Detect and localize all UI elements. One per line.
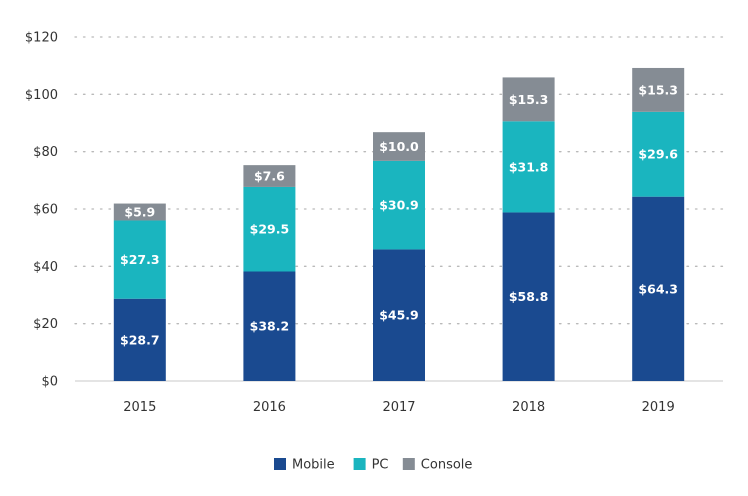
data-label: $5.9 (124, 205, 155, 220)
data-label: $29.5 (250, 222, 290, 237)
x-tick-label: 2015 (123, 400, 156, 415)
y-tick-label: $20 (33, 317, 58, 332)
y-tick-label: $0 (41, 375, 58, 390)
bar-segment-pc (502, 121, 555, 213)
legend: Mobile PC Console (274, 458, 472, 473)
x-tick-label: 2017 (382, 400, 415, 415)
bar-segment-console (632, 67, 685, 112)
y-tick-label: $40 (33, 260, 58, 275)
data-label: $38.2 (250, 319, 290, 334)
data-label: $15.3 (638, 82, 678, 97)
x-tick-label: 2016 (253, 400, 286, 415)
x-tick-label: 2019 (642, 400, 675, 415)
data-label: $64.3 (638, 281, 678, 296)
bar-segment-mobile (243, 271, 296, 381)
legend-label-pc: PC (372, 458, 389, 473)
data-label: $15.3 (509, 92, 549, 107)
bar-segment-console (373, 132, 425, 161)
y-tick-label: $60 (33, 203, 58, 218)
data-label: $27.3 (120, 252, 160, 267)
bar-segment-mobile (502, 212, 555, 381)
legend-swatch-console (402, 458, 415, 470)
bar-segment-pc (243, 186, 296, 272)
data-label: $31.8 (509, 159, 549, 174)
bars (113, 67, 685, 381)
bar-segment-pc (373, 160, 425, 250)
data-label: $58.8 (509, 289, 549, 304)
data-label: $30.9 (379, 198, 419, 213)
bar-segment-console (113, 203, 166, 221)
bar-segment-mobile (113, 298, 166, 381)
legend-swatch-pc (353, 458, 366, 470)
y-axis-ticks: $0 $20 $40 $60 $80 $100 $120 (25, 31, 58, 390)
data-label: $28.7 (120, 332, 160, 347)
y-tick-label: $80 (33, 145, 58, 160)
legend-label-console: Console (421, 458, 473, 473)
data-label: $29.6 (638, 147, 678, 162)
x-axis-ticks: 2015 2016 2017 2018 2019 (123, 400, 674, 415)
bar-segment-console (243, 165, 296, 187)
bar-segment-pc (113, 220, 166, 299)
bar-segment-pc (632, 111, 685, 197)
bar-segment-mobile (373, 249, 425, 381)
data-labels: $28.7 $27.3 $5.9 $38.2 $29.5 $7.6 $45.9 $30.9 $1… (120, 82, 678, 347)
legend-swatch-mobile (274, 458, 286, 470)
bar-segment-mobile (632, 196, 685, 381)
x-tick-label: 2018 (512, 400, 545, 415)
legend-label-mobile: Mobile (292, 458, 335, 473)
bar-segment-console (502, 77, 555, 122)
data-label: $7.6 (254, 169, 285, 184)
y-tick-label: $100 (25, 88, 58, 103)
y-tick-label: $120 (25, 31, 58, 46)
data-label: $10.0 (379, 139, 419, 154)
data-label: $45.9 (379, 308, 419, 323)
